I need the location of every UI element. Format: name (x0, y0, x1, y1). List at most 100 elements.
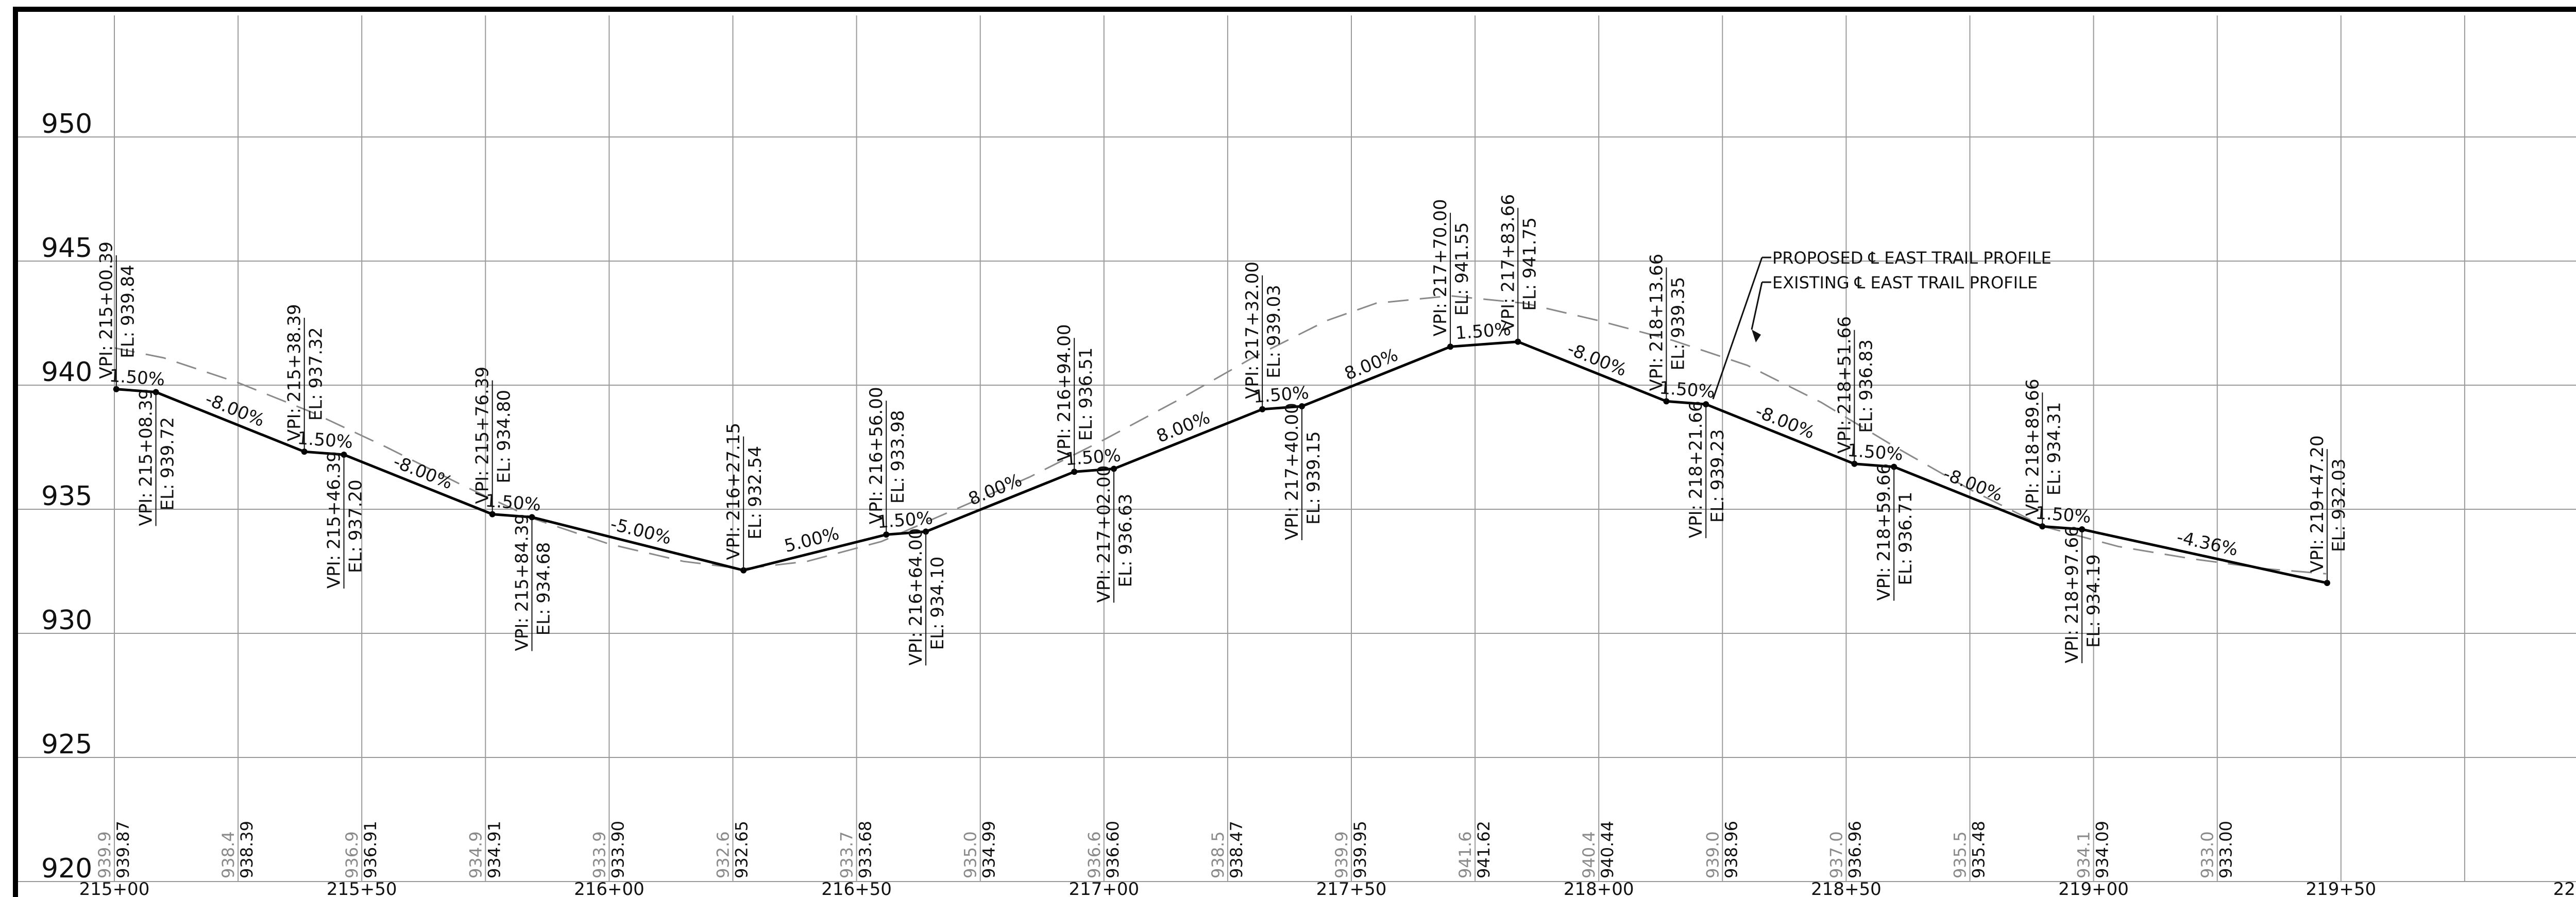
station-label: 216+50 (821, 879, 892, 897)
existing-elevation-readout: 936.9 (342, 831, 362, 878)
vpi-station-text: VPI: 215+84.39 (512, 514, 532, 651)
existing-leader-line (1751, 282, 1763, 330)
vpi-elevation-text: EL: 941.55 (1452, 222, 1472, 316)
existing-profile (114, 295, 2327, 575)
vpi-station-text: VPI: 218+59.66 (1874, 463, 1894, 601)
station-label: 220+00 (2553, 879, 2576, 897)
vpi-station-text: VPI: 216+27.15 (723, 423, 744, 560)
existing-profile-line (114, 295, 2327, 575)
proposed-elevation-readout: 936.96 (1845, 821, 1865, 878)
vpi-callout: VPI: 219+47.20 EL: 932.03 (2307, 435, 2349, 583)
vpi-callout: VPI: 218+59.66 EL: 936.71 (1874, 463, 1916, 601)
existing-elevation-readout: 938.5 (1208, 831, 1228, 878)
vpi-callout: VPI: 216+27.15 EL: 932.54 (723, 423, 766, 571)
vpi-elevation-text: EL: 934.10 (927, 557, 948, 650)
vpi-station-text: VPI: 217+40.00 (1282, 403, 1302, 540)
existing-elevation-readout: 934.1 (2074, 831, 2094, 878)
vpi-elevation-text: EL: 936.51 (1076, 348, 1096, 441)
grade-label: 1.50% (2035, 503, 2092, 527)
vpi-elevation-text: EL: 941.75 (1519, 217, 1540, 311)
vpi-callout: VPI: 218+51.66 EL: 936.83 (1834, 316, 1876, 464)
vpi-elevation-text: EL: 939.15 (1303, 431, 1324, 525)
vpi-point (2039, 523, 2046, 530)
station-label: 215+50 (327, 879, 397, 897)
proposed-elevation-readout: 933.00 (2216, 821, 2236, 878)
vpi-callout: VPI: 218+13.66 EL: 939.35 (1646, 254, 1688, 402)
vpi-elevation-text: EL: 939.03 (1264, 285, 1284, 378)
elevation-label-left: 945 (41, 233, 92, 264)
existing-elevation-readout: 933.7 (837, 831, 857, 878)
vpi-station-text: VPI: 217+83.66 (1498, 194, 1518, 332)
proposed-leader-line (1712, 257, 1763, 400)
grade-label: 1.50% (1846, 440, 1904, 465)
proposed-elevation-readout: 938.39 (237, 821, 257, 878)
station-label: 218+50 (1811, 879, 1882, 897)
vpi-callout: VPI: 216+94.00 EL: 936.51 (1054, 324, 1096, 472)
grade-label: 1.50% (109, 366, 166, 390)
elevation-label-left: 920 (41, 853, 92, 884)
grade-label: 1.50% (1252, 383, 1310, 407)
proposed-elevation-readout: 940.44 (1598, 821, 1617, 878)
station-label: 219+00 (2058, 879, 2129, 897)
vpi-station-text: VPI: 216+64.00 (906, 528, 926, 666)
vpi-elevation-text: EL: 939.23 (1707, 429, 1728, 523)
proposed-elevation-readout: 934.99 (979, 821, 999, 878)
existing-elevation-readout: 933.9 (589, 831, 609, 878)
proposed-elevation-readout: 938.47 (1227, 821, 1246, 878)
vpi-callout: VPI: 217+40.00 EL: 939.15 (1282, 403, 1324, 540)
vpi-callout: VPI: 218+21.66 EL: 939.23 (1686, 401, 1728, 539)
vpi-elevation-text: EL: 934.31 (2044, 402, 2064, 496)
proposed-elevation-readout: 935.48 (1969, 821, 1989, 878)
proposed-elevation-readout: 934.91 (484, 821, 504, 878)
proposed-elevation-readout: 933.90 (608, 821, 628, 878)
elevation-label-left: 930 (41, 605, 92, 636)
vpi-station-text: VPI: 215+46.39 (324, 451, 345, 589)
grade-label: 1.50% (1455, 319, 1512, 344)
existing-elevation-readout: 935.0 (961, 831, 980, 878)
vpi-callout: VPI: 215+76.39 EL: 934.80 (472, 367, 515, 514)
proposed-elevation-readout: 936.60 (1103, 821, 1123, 878)
vpi-callout: VPI: 215+00.39 EL: 939.84 (96, 242, 139, 389)
vpi-callout: VPI: 216+64.00 EL: 934.10 (906, 528, 948, 666)
elevation-label-left: 950 (41, 109, 92, 140)
vpi-elevation-text: EL: 939.35 (1668, 277, 1688, 371)
vpi-elevation-text: EL: 933.98 (888, 410, 908, 504)
vpi-station-text: VPI: 218+21.66 (1686, 401, 1706, 538)
vpi-elevation-text: EL: 939.84 (118, 265, 139, 358)
vpi-callout: VPI: 217+32.00 EL: 939.03 (1242, 262, 1284, 409)
station-label: 215+00 (79, 879, 150, 897)
existing-elevation-readout: 936.6 (1084, 831, 1104, 878)
proposed-elevation-readout: 933.68 (856, 821, 875, 878)
grade-label: 1.50% (876, 508, 934, 532)
grade-label: 1.50% (297, 428, 354, 453)
vpi-station-text: VPI: 218+13.66 (1646, 254, 1667, 391)
proposed-elevation-readout: 939.95 (1350, 821, 1370, 878)
vpi-station-text: VPI: 217+70.00 (1430, 199, 1451, 337)
vpi-elevation-text: EL: 934.19 (2083, 554, 2104, 648)
grid: 9209209259259309309359359409409459459509… (15, 15, 2576, 897)
existing-elevation-readout: 939.9 (1332, 831, 1351, 878)
vpi-station-text: VPI: 217+32.00 (1242, 262, 1263, 399)
vpi-elevation-text: EL: 937.20 (346, 479, 366, 573)
proposed-elevation-readout: 941.62 (1474, 821, 1494, 878)
grade-label: 1.50% (1658, 377, 1716, 402)
vpi-elevation-text: EL: 936.83 (1856, 339, 1876, 433)
grade-label: 1.50% (485, 491, 542, 515)
elevation-label-left: 925 (41, 729, 92, 760)
vpi-station-text: VPI: 215+00.39 (96, 242, 117, 379)
vpi-elevation-text: EL: 934.80 (494, 390, 515, 484)
existing-elevation-readout: 938.4 (218, 831, 238, 878)
station-label: 219+50 (2306, 879, 2376, 897)
vpi-station-text: VPI: 215+08.39 (136, 389, 157, 526)
sheet-border (13, 7, 2576, 897)
vpi-callout: VPI: 215+38.39 EL: 937.32 (284, 304, 327, 452)
vpi-callout: VPI: 215+08.39 EL: 939.72 (136, 389, 178, 526)
vpi-callout: VPI: 215+84.39 EL: 934.68 (512, 514, 554, 651)
vpi-station-text: VPI: 218+89.66 (2022, 378, 2043, 516)
existing-elevation-readout: 939.9 (95, 831, 114, 878)
vpi-callout: VPI: 216+56.00 EL: 933.98 (866, 387, 908, 535)
vpi-elevation-text: EL: 939.72 (158, 417, 178, 511)
